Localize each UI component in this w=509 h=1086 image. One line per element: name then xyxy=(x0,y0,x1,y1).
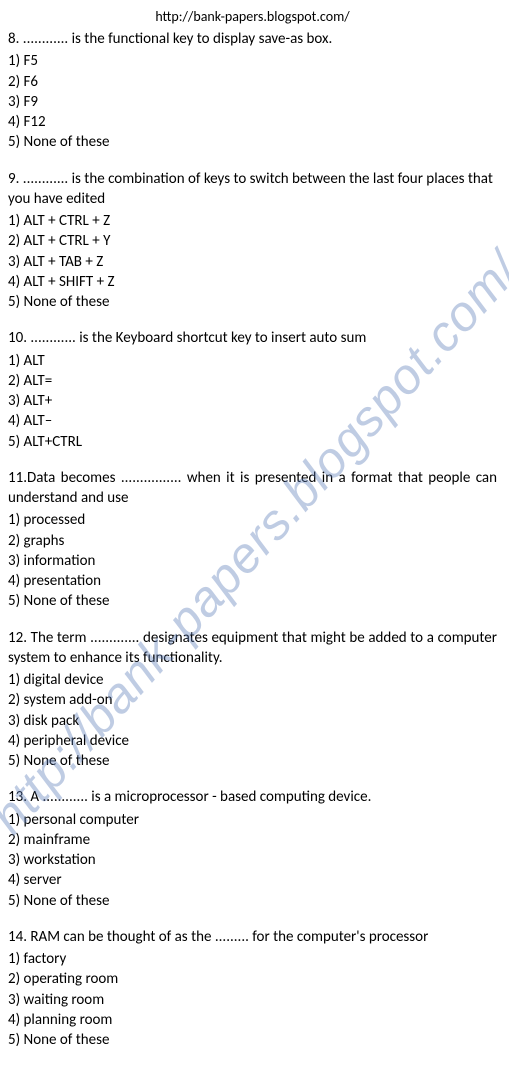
option: 3) disk pack xyxy=(8,711,497,731)
question-text: 13. A ............ is a microprocessor -… xyxy=(8,787,497,807)
option: 2) mainframe xyxy=(8,830,497,850)
option: 4) ALT + SHIFT + Z xyxy=(8,272,497,292)
question-block-14: 14. RAM can be thought of as the .......… xyxy=(8,927,497,1051)
option: 4) F12 xyxy=(8,112,497,132)
option: 5) None of these xyxy=(8,891,497,911)
question-text: 12. The term ............. designates eq… xyxy=(8,628,497,669)
option: 1) ALT + CTRL + Z xyxy=(8,211,497,231)
option: 3) workstation xyxy=(8,850,497,870)
option: 2) ALT + CTRL + Y xyxy=(8,231,497,251)
option: 1) digital device xyxy=(8,670,497,690)
option: 3) waiting room xyxy=(8,990,497,1010)
option: 3) ALT+ xyxy=(8,391,497,411)
option: 5) None of these xyxy=(8,132,497,152)
option: 2) operating room xyxy=(8,969,497,989)
option: 1) personal computer xyxy=(8,810,497,830)
option: 4) presentation xyxy=(8,571,497,591)
option: 4) peripheral device xyxy=(8,731,497,751)
option: 3) F9 xyxy=(8,92,497,112)
question-block-10: 10. ............ is the Keyboard shortcu… xyxy=(8,328,497,452)
question-text: 14. RAM can be thought of as the .......… xyxy=(8,927,497,947)
option: 5) ALT+CTRL xyxy=(8,432,497,452)
question-block-12: 12. The term ............. designates eq… xyxy=(8,628,497,772)
question-block-9: 9. ............ is the combination of ke… xyxy=(8,169,497,313)
option: 5) None of these xyxy=(8,591,497,611)
option: 3) information xyxy=(8,551,497,571)
document-page: http://bank-papers.blogspot.com/ http://… xyxy=(0,0,509,1086)
option: 2) graphs xyxy=(8,531,497,551)
option: 2) F6 xyxy=(8,72,497,92)
question-block-11: 11.Data becomes ................ when it… xyxy=(8,468,497,612)
option: 5) None of these xyxy=(8,292,497,312)
option: 5) None of these xyxy=(8,751,497,771)
header-url: http://bank-papers.blogspot.com/ xyxy=(8,8,497,25)
option: 1) factory xyxy=(8,949,497,969)
option: 1) F5 xyxy=(8,51,497,71)
option: 2) system add-on xyxy=(8,690,497,710)
option: 4) server xyxy=(8,870,497,890)
option: 4) ALT– xyxy=(8,411,497,431)
question-text: 11.Data becomes ................ when it… xyxy=(8,468,497,509)
question-block-8: 8. ............ is the functional key to… xyxy=(8,29,497,153)
question-text: 9. ............ is the combination of ke… xyxy=(8,169,497,210)
option: 4) planning room xyxy=(8,1010,497,1030)
option: 2) ALT= xyxy=(8,371,497,391)
option: 5) None of these xyxy=(8,1030,497,1050)
option: 1) processed xyxy=(8,510,497,530)
option: 1) ALT xyxy=(8,351,497,371)
question-text: 10. ............ is the Keyboard shortcu… xyxy=(8,328,497,348)
option: 3) ALT + TAB + Z xyxy=(8,252,497,272)
question-block-13: 13. A ............ is a microprocessor -… xyxy=(8,787,497,911)
question-text: 8. ............ is the functional key to… xyxy=(8,29,497,49)
